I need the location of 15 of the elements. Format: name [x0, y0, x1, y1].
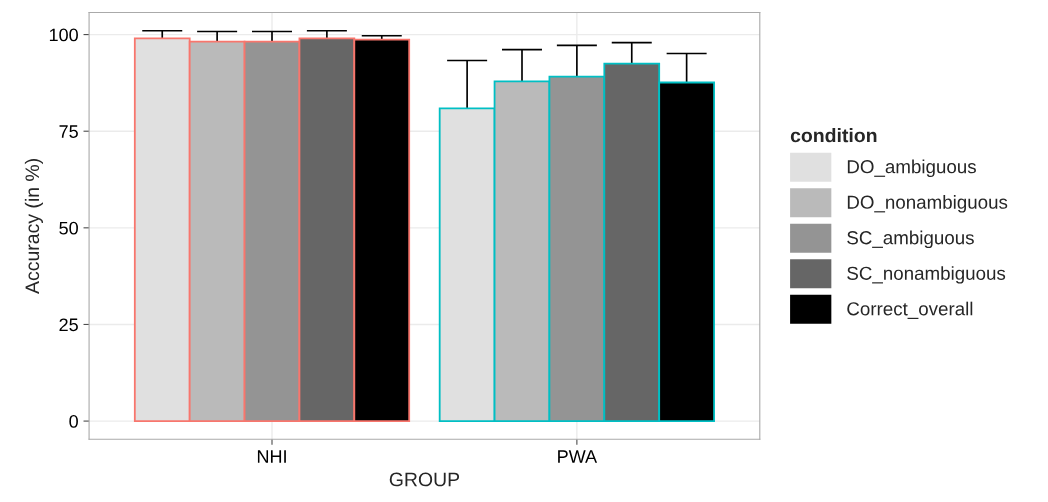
y-axis-title: Accuracy (in %): [24, 159, 43, 294]
legend-label: SC_ambiguous: [847, 230, 974, 249]
y-tick-label: 100: [49, 28, 78, 42]
legend-label: SC_nonambiguous: [847, 266, 1006, 284]
x-tick-label: PWA: [558, 450, 598, 463]
y-tick-label: 50: [59, 221, 78, 235]
legend-label: Correct_overall: [847, 301, 973, 319]
legend-title: condition: [790, 128, 877, 143]
y-tick-label: 25: [59, 318, 78, 332]
x-tick-label: NHI: [257, 450, 286, 463]
legend-label: DO_ambiguous: [847, 159, 976, 178]
legend-label: DO_nonambiguous: [847, 195, 1008, 213]
x-axis-title: GROUP: [389, 472, 460, 487]
y-tick-label: 0: [69, 415, 78, 428]
y-tick-label: 75: [59, 125, 78, 138]
